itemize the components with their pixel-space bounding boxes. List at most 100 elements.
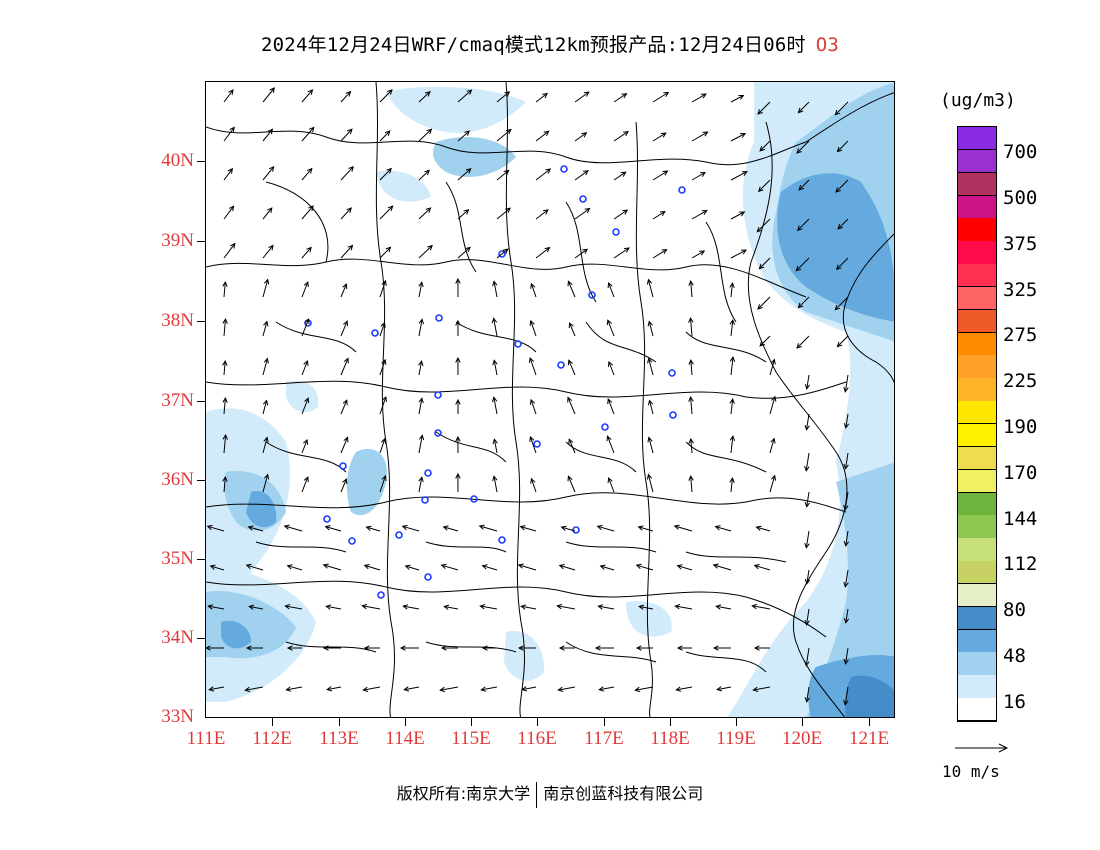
legend-color-cell <box>958 355 996 379</box>
wind-arrow-head <box>837 223 844 230</box>
shade-southeast-deep <box>845 675 894 717</box>
wind-arrow <box>418 319 423 337</box>
wind-arrow <box>756 218 771 233</box>
legend-color-cell <box>958 241 996 265</box>
wind-arrow-head <box>440 645 447 651</box>
wind-arrow <box>493 397 498 415</box>
wind-arrow-head <box>661 249 668 255</box>
wind-arrow <box>691 172 706 181</box>
wind-arrow <box>798 179 810 191</box>
wind-arrow-head <box>676 645 683 651</box>
wind-arrow-head <box>583 91 590 97</box>
wind-arrow-head <box>843 699 849 706</box>
wind-arrow-head <box>528 356 535 363</box>
wind-arrow <box>639 606 654 610</box>
wind-arrow <box>443 526 459 532</box>
wind-arrow <box>574 132 587 142</box>
wind-reference-arrow <box>955 743 1009 753</box>
wind-arrow-head <box>759 340 766 347</box>
wind-arrow-head <box>381 395 387 402</box>
wind-arrow-head <box>247 525 254 531</box>
wind-arrow <box>340 400 348 415</box>
wind-arrow-head <box>716 686 723 692</box>
wind-arrow-head <box>770 358 776 365</box>
wind-arrow-head <box>285 686 292 692</box>
wind-arrow <box>418 91 431 103</box>
wind-arrow-head <box>753 645 760 651</box>
legend-label: 16 <box>1003 691 1026 713</box>
wind-arrow-head <box>834 109 841 116</box>
wind-arrow <box>208 605 225 610</box>
wind-arrow-head <box>558 564 565 570</box>
wind-arrow-head <box>345 90 352 97</box>
legend-color-cell <box>958 424 996 448</box>
lat-tick <box>197 638 205 639</box>
wind-arrow <box>598 605 615 610</box>
lon-tick <box>736 718 737 726</box>
wind-arrow-head <box>729 476 735 483</box>
wind-arrow-head <box>362 686 369 692</box>
wind-arrow <box>496 207 511 220</box>
wind-arrow-head <box>424 169 431 176</box>
wind-arrow-head <box>646 278 653 285</box>
legend-color-cell <box>958 469 996 494</box>
wind-arrow-head <box>492 280 498 287</box>
wind-arrow-head <box>702 131 709 137</box>
wind-arrow <box>568 439 576 454</box>
lat-label-36n: 36N <box>161 469 194 490</box>
wind-arrow <box>262 279 269 298</box>
wind-arrow-head <box>517 645 524 651</box>
wind-arrow <box>496 170 509 181</box>
legend-color-cell <box>958 492 996 516</box>
wind-arrow <box>223 477 226 493</box>
wind-arrow <box>798 296 810 308</box>
wind-arrow <box>379 280 386 298</box>
wind-arrow-head <box>567 396 573 403</box>
wind-arrow <box>403 605 420 610</box>
wind-arrow-head <box>843 540 850 547</box>
wind-arrow <box>418 477 423 493</box>
wind-arrow-head <box>584 207 591 214</box>
wind-arrow-head <box>607 398 613 405</box>
wind-arrow <box>648 437 654 454</box>
wind-arrow-head <box>268 244 274 251</box>
wind-arrow <box>769 359 775 376</box>
wind-arrow-head <box>729 434 736 441</box>
wind-arrow-head <box>442 525 449 531</box>
wind-arrow-head <box>647 399 654 406</box>
wind-arrow-head <box>229 126 235 133</box>
wind-arrow <box>607 320 615 337</box>
wind-arrow <box>535 168 551 181</box>
wind-arrow-head <box>380 437 387 444</box>
wind-arrow <box>758 179 771 192</box>
wind-arrow-head <box>347 244 354 251</box>
wind-arrow-head <box>481 645 488 651</box>
wind-arrow <box>730 478 733 493</box>
wind-arrow-head <box>647 320 653 327</box>
wind-arrow-head <box>222 281 228 287</box>
wind-arrow <box>757 101 771 115</box>
wind-arrow-head <box>758 263 765 270</box>
wind-arrow <box>759 140 771 152</box>
wind-arrow-head <box>843 658 849 665</box>
wind-arrow-head <box>418 397 424 404</box>
wind-arrow-head <box>207 604 214 610</box>
legend-label: 500 <box>1003 187 1038 209</box>
wind-arrow <box>496 129 512 142</box>
wind-arrow <box>530 283 537 298</box>
wind-arrow <box>805 530 810 548</box>
wind-arrow-head <box>365 525 372 531</box>
wind-arrow <box>262 437 268 454</box>
wind-arrow <box>493 360 498 376</box>
wind-arrow <box>262 400 268 415</box>
wind-arrow <box>635 686 654 691</box>
wind-arrow-head <box>307 167 313 174</box>
wind-arrow <box>530 320 537 337</box>
wind-arrow <box>402 525 420 532</box>
wind-arrow <box>340 437 349 454</box>
wind-arrow-head <box>439 686 446 693</box>
wind-arrow <box>457 247 471 259</box>
legend-color-cell <box>958 172 996 197</box>
wind-arrow-head <box>440 563 447 569</box>
wind-arrow <box>652 92 669 103</box>
